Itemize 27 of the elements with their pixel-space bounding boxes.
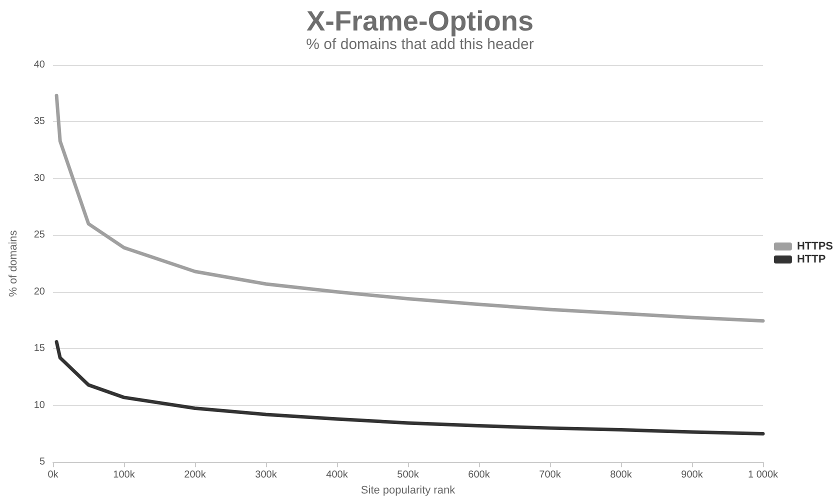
line-series bbox=[54, 94, 765, 323]
y-tick-label: 10 bbox=[34, 400, 46, 411]
x-tick-label: 400k bbox=[326, 470, 349, 481]
legend-label: HTTP bbox=[796, 254, 826, 266]
x-tick-label: 900k bbox=[681, 470, 704, 481]
y-tick-label: 25 bbox=[34, 230, 46, 241]
x-tick-label: 700k bbox=[539, 470, 562, 481]
y-axis-title: % of domains bbox=[8, 230, 20, 297]
line-series bbox=[54, 340, 765, 436]
x-tick-label: 0k bbox=[48, 470, 60, 481]
x-tick-label: 300k bbox=[255, 470, 278, 481]
x-tick-label: 500k bbox=[397, 470, 420, 481]
x-axis-title: Site popularity rank bbox=[360, 484, 456, 496]
y-tick-label: 5 bbox=[39, 456, 46, 468]
y-tick-label: 40 bbox=[34, 60, 46, 70]
chart-subtitle: % of domains that add this header bbox=[306, 36, 534, 53]
x-tick-label: 600k bbox=[468, 470, 491, 481]
y-tick-label: 35 bbox=[34, 116, 46, 128]
x-tick-label: 800k bbox=[610, 470, 633, 481]
y-tick-label: 30 bbox=[34, 172, 46, 184]
x-tick-label: 100k bbox=[113, 470, 136, 481]
y-tick-label: 20 bbox=[34, 286, 46, 298]
y-tick-label: 15 bbox=[34, 343, 46, 354]
x-tick-label: 200k bbox=[184, 470, 207, 481]
chart-title: X-Frame-Options bbox=[306, 6, 534, 36]
x-tick-label: 1 000k bbox=[748, 470, 780, 481]
legend-label: HTTPS bbox=[796, 240, 834, 252]
